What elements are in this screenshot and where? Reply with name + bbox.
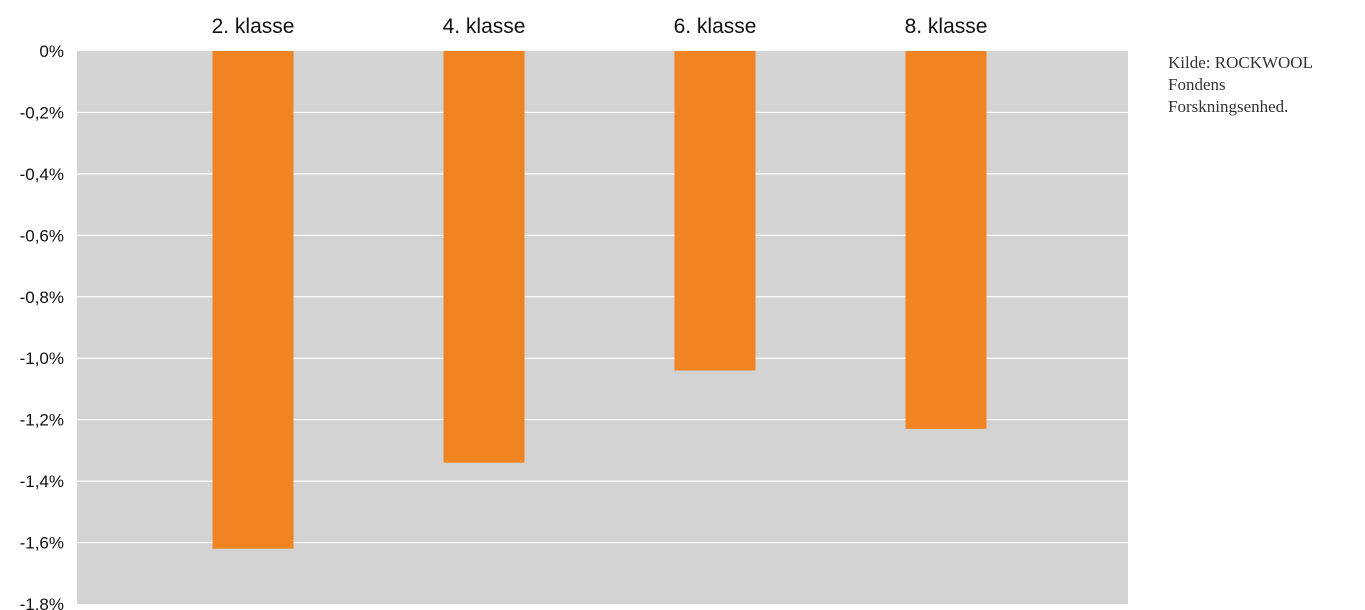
bar	[443, 51, 525, 463]
category-labels: 2. klasse 4. klasse 6. klasse 8. klasse	[212, 15, 988, 38]
y-tick-label: -1,6%	[20, 534, 64, 553]
y-tick-label: -0,8%	[20, 288, 64, 307]
bar	[212, 51, 294, 549]
source-line: Fondens	[1168, 75, 1226, 94]
y-tick-label: -1,2%	[20, 411, 64, 430]
source-line: Forskningsenhed.	[1168, 97, 1289, 116]
y-tick-label: -1,8%	[20, 595, 64, 610]
category-label: 2. klasse	[212, 15, 295, 38]
bars	[212, 51, 987, 549]
y-tick-label: -1,4%	[20, 472, 64, 491]
y-tick-label: -0,6%	[20, 226, 64, 245]
y-tick-label: -0,4%	[20, 165, 64, 184]
source-line: Kilde: ROCKWOOL	[1168, 53, 1313, 72]
bar	[905, 51, 987, 429]
y-tick-label: 0%	[39, 42, 64, 61]
y-tick-label: -1,0%	[20, 349, 64, 368]
category-label: 8. klasse	[905, 15, 988, 38]
y-axis-ticks: 0% -0,2% -0,4% -0,6% -0,8% -1,0% -1,2% -1,4% -1,…	[20, 42, 64, 610]
y-tick-label: -0,2%	[20, 103, 64, 122]
category-label: 6. klasse	[674, 15, 757, 38]
category-label: 4. klasse	[443, 15, 526, 38]
bar	[674, 51, 756, 371]
source-note: Kilde: ROCKWOOL Fondens Forskningsenhed.	[1168, 52, 1363, 118]
